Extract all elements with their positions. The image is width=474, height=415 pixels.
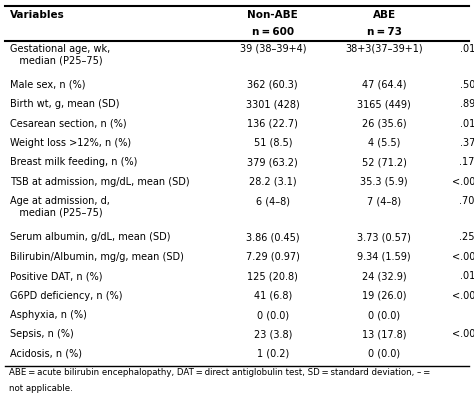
Text: 51 (8.5): 51 (8.5) [254,138,292,148]
Text: Birth wt, g, mean (SD): Birth wt, g, mean (SD) [10,99,119,109]
Text: 9.34 (1.59): 9.34 (1.59) [357,252,411,262]
Text: 7 (4–8): 7 (4–8) [367,196,401,206]
Text: Variables: Variables [10,10,65,20]
Text: 6 (4–8): 6 (4–8) [256,196,290,206]
Text: 24 (32.9): 24 (32.9) [362,271,407,281]
Text: Gestational age, wk,
   median (P25–75): Gestational age, wk, median (P25–75) [10,44,110,65]
Text: 136 (22.7): 136 (22.7) [247,119,298,129]
Text: 23 (3.8): 23 (3.8) [254,330,292,339]
Text: 35.3 (5.9): 35.3 (5.9) [360,177,408,187]
Text: Asphyxia, n (%): Asphyxia, n (%) [10,310,87,320]
Text: 47 (64.4): 47 (64.4) [362,80,406,90]
Text: .899: .899 [460,99,474,109]
Text: 7.29 (0.97): 7.29 (0.97) [246,252,300,262]
Text: 3165 (449): 3165 (449) [357,99,411,109]
Text: Non-ABE: Non-ABE [247,10,298,20]
Text: 26 (35.6): 26 (35.6) [362,119,407,129]
Text: 28.2 (3.1): 28.2 (3.1) [249,177,297,187]
Text: 3301 (428): 3301 (428) [246,99,300,109]
Text: <.001: <.001 [452,177,474,187]
Text: ABE = acute bilirubin encephalopathy, DAT = direct antiglobulin test, SD = stand: ABE = acute bilirubin encephalopathy, DA… [9,368,430,377]
Text: .702: .702 [459,196,474,206]
Text: .503: .503 [460,80,474,90]
Text: .015: .015 [460,119,474,129]
Text: 1 (0.2): 1 (0.2) [256,349,289,359]
Text: .014: .014 [460,44,474,54]
Text: .257: .257 [459,232,474,242]
Text: .374: .374 [460,138,474,148]
Text: 362 (60.3): 362 (60.3) [247,80,298,90]
Text: 4 (5.5): 4 (5.5) [368,138,401,148]
Text: .019: .019 [460,271,474,281]
Text: .175: .175 [459,157,474,167]
Text: Weight loss >12%, n (%): Weight loss >12%, n (%) [10,138,131,148]
Text: not applicable.: not applicable. [9,384,72,393]
Text: 0 (0.0): 0 (0.0) [368,310,400,320]
Text: ABE: ABE [373,10,396,20]
Text: Positive DAT, n (%): Positive DAT, n (%) [10,271,102,281]
Text: 3.73 (0.57): 3.73 (0.57) [357,232,411,242]
Text: n = 73: n = 73 [367,27,401,37]
Text: 52 (71.2): 52 (71.2) [362,157,407,167]
Text: <.001: <.001 [452,290,474,300]
Text: 13 (17.8): 13 (17.8) [362,330,406,339]
Text: 0 (0.0): 0 (0.0) [257,310,289,320]
Text: 41 (6.8): 41 (6.8) [254,290,292,300]
Text: Bilirubin/Albumin, mg/g, mean (SD): Bilirubin/Albumin, mg/g, mean (SD) [10,252,184,262]
Text: n = 600: n = 600 [252,27,294,37]
Text: 0 (0.0): 0 (0.0) [368,349,400,359]
Text: 19 (26.0): 19 (26.0) [362,290,406,300]
Text: TSB at admission, mg/dL, mean (SD): TSB at admission, mg/dL, mean (SD) [10,177,190,187]
Text: Cesarean section, n (%): Cesarean section, n (%) [10,119,127,129]
Text: 3.86 (0.45): 3.86 (0.45) [246,232,300,242]
Text: 379 (63.2): 379 (63.2) [247,157,298,167]
Text: 38+3(37–39+1): 38+3(37–39+1) [346,44,423,54]
Text: Serum albumin, g/dL, mean (SD): Serum albumin, g/dL, mean (SD) [10,232,171,242]
Text: 39 (38–39+4): 39 (38–39+4) [239,44,306,54]
Text: G6PD deficiency, n (%): G6PD deficiency, n (%) [10,290,122,300]
Text: <.001: <.001 [452,330,474,339]
Text: <.001: <.001 [452,252,474,262]
Text: 125 (20.8): 125 (20.8) [247,271,298,281]
Text: Acidosis, n (%): Acidosis, n (%) [10,349,82,359]
Text: Sepsis, n (%): Sepsis, n (%) [10,330,73,339]
Text: Breast milk feeding, n (%): Breast milk feeding, n (%) [10,157,137,167]
Text: Male sex, n (%): Male sex, n (%) [10,80,85,90]
Text: Age at admission, d,
   median (P25–75): Age at admission, d, median (P25–75) [10,196,110,218]
